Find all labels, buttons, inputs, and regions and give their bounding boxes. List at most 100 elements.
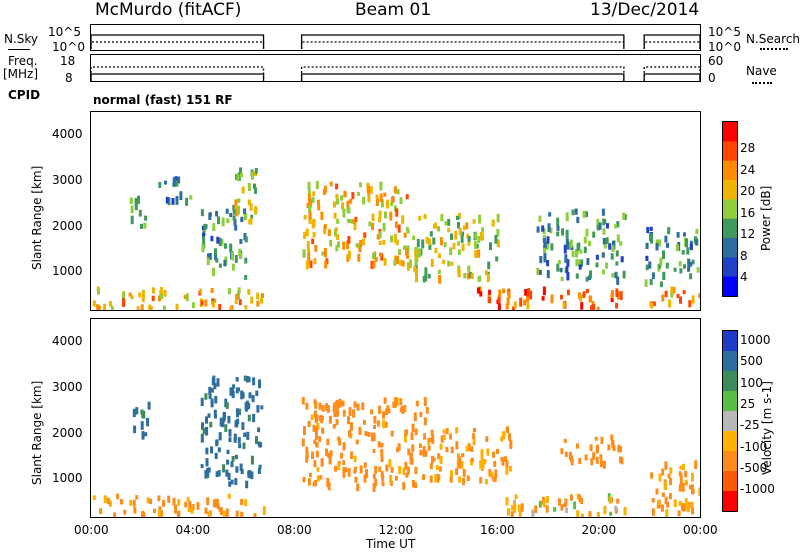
echo-cell bbox=[137, 195, 140, 204]
echo-cell bbox=[317, 204, 321, 211]
echo-cell bbox=[415, 400, 419, 407]
echo-cell bbox=[389, 474, 393, 483]
echo-cell bbox=[397, 224, 401, 233]
echo-cell bbox=[335, 408, 339, 414]
echo-cell bbox=[565, 229, 569, 239]
echo-cell bbox=[507, 291, 511, 299]
echo-cell bbox=[390, 202, 394, 207]
power-colorbar bbox=[722, 121, 738, 297]
echo-cell bbox=[378, 217, 381, 223]
echo-cell bbox=[661, 294, 665, 302]
echo-cell bbox=[536, 267, 540, 275]
echo-cell bbox=[340, 195, 344, 201]
echo-region bbox=[536, 208, 627, 285]
echo-cell bbox=[336, 404, 340, 409]
echo-cell bbox=[590, 305, 594, 314]
echo-cell bbox=[246, 375, 249, 383]
echo-cell bbox=[149, 498, 152, 505]
nsearch-label: N.Search bbox=[746, 32, 800, 46]
echo-cell bbox=[373, 425, 376, 430]
echo-cell bbox=[247, 199, 251, 206]
echo-region bbox=[497, 286, 623, 315]
echo-cell bbox=[256, 300, 260, 307]
echo-cell bbox=[663, 479, 667, 484]
echo-cell bbox=[359, 182, 362, 188]
echo-cell bbox=[546, 260, 550, 267]
echo-cell bbox=[573, 501, 577, 510]
echo-cell bbox=[350, 451, 354, 460]
echo-cell bbox=[315, 430, 318, 440]
power-colorbar-tick: 12 bbox=[740, 227, 756, 241]
echo-cell bbox=[208, 212, 212, 217]
echo-cell bbox=[325, 448, 329, 457]
echo-cell bbox=[460, 235, 464, 243]
velocity-ytick: 4000 bbox=[52, 333, 83, 348]
echo-cell bbox=[560, 504, 564, 511]
echo-cell bbox=[243, 213, 247, 221]
echo-cell bbox=[301, 438, 305, 447]
echo-cell bbox=[200, 300, 204, 306]
echo-cell bbox=[509, 439, 513, 448]
echo-cell bbox=[679, 478, 683, 486]
echo-cell bbox=[407, 448, 411, 456]
echo-cell bbox=[623, 214, 627, 220]
echo-cell bbox=[234, 478, 238, 486]
echo-cell bbox=[228, 437, 232, 443]
echo-cell bbox=[596, 225, 600, 231]
echo-cell bbox=[576, 493, 580, 500]
echo-cell bbox=[230, 461, 234, 468]
echo-cell bbox=[354, 216, 358, 223]
echo-cell bbox=[249, 217, 253, 225]
echo-cell bbox=[367, 431, 371, 437]
echo-cell bbox=[215, 471, 219, 478]
echo-cell bbox=[108, 500, 112, 507]
echo-cell bbox=[495, 256, 499, 262]
echo-cell bbox=[361, 402, 365, 410]
echo-cell bbox=[204, 470, 208, 479]
time-tick: 20:00 bbox=[581, 523, 617, 537]
echo-cell bbox=[243, 375, 247, 382]
echo-cell bbox=[488, 469, 492, 477]
echo-cell bbox=[372, 449, 376, 454]
echo-cell bbox=[405, 194, 409, 200]
echo-cell bbox=[342, 241, 346, 250]
echo-cell bbox=[130, 215, 134, 225]
echo-cell bbox=[329, 239, 333, 247]
echo-cell bbox=[497, 295, 501, 304]
echo-cell bbox=[470, 457, 474, 462]
echo-cell bbox=[418, 443, 422, 449]
echo-cell bbox=[691, 488, 694, 495]
echo-cell bbox=[603, 505, 607, 515]
echo-cell bbox=[437, 226, 441, 232]
echo-cell bbox=[665, 509, 669, 519]
echo-cell bbox=[450, 233, 453, 240]
echo-cell bbox=[132, 499, 136, 507]
echo-cell bbox=[585, 289, 589, 294]
echo-cell bbox=[183, 294, 187, 300]
echo-cell bbox=[485, 436, 489, 442]
echo-cell bbox=[142, 410, 146, 419]
echo-cell bbox=[160, 510, 164, 517]
echo-cell bbox=[370, 409, 374, 415]
echo-cell bbox=[469, 272, 472, 279]
colorbar-swatch bbox=[723, 371, 737, 392]
echo-cell bbox=[241, 186, 245, 194]
echo-cell bbox=[409, 453, 413, 461]
echo-cell bbox=[214, 414, 217, 419]
echo-cell bbox=[571, 250, 575, 258]
echo-cell bbox=[557, 260, 561, 265]
echo-cell bbox=[214, 395, 218, 404]
colorbar-swatch bbox=[723, 491, 737, 512]
velocity-colorbar-scale bbox=[723, 331, 737, 512]
echo-cell bbox=[244, 305, 248, 310]
echo-cell bbox=[314, 245, 318, 252]
echo-cell bbox=[531, 509, 535, 517]
power-colorbar-tick: 28 bbox=[740, 141, 756, 155]
echo-cell bbox=[527, 288, 531, 297]
echo-cell bbox=[456, 241, 460, 246]
echo-cell bbox=[129, 197, 133, 204]
velocity-colorbar-tick: -500 bbox=[740, 460, 768, 475]
echo-cell bbox=[241, 422, 245, 430]
echo-cell bbox=[372, 253, 375, 260]
echo-cell bbox=[494, 469, 498, 479]
